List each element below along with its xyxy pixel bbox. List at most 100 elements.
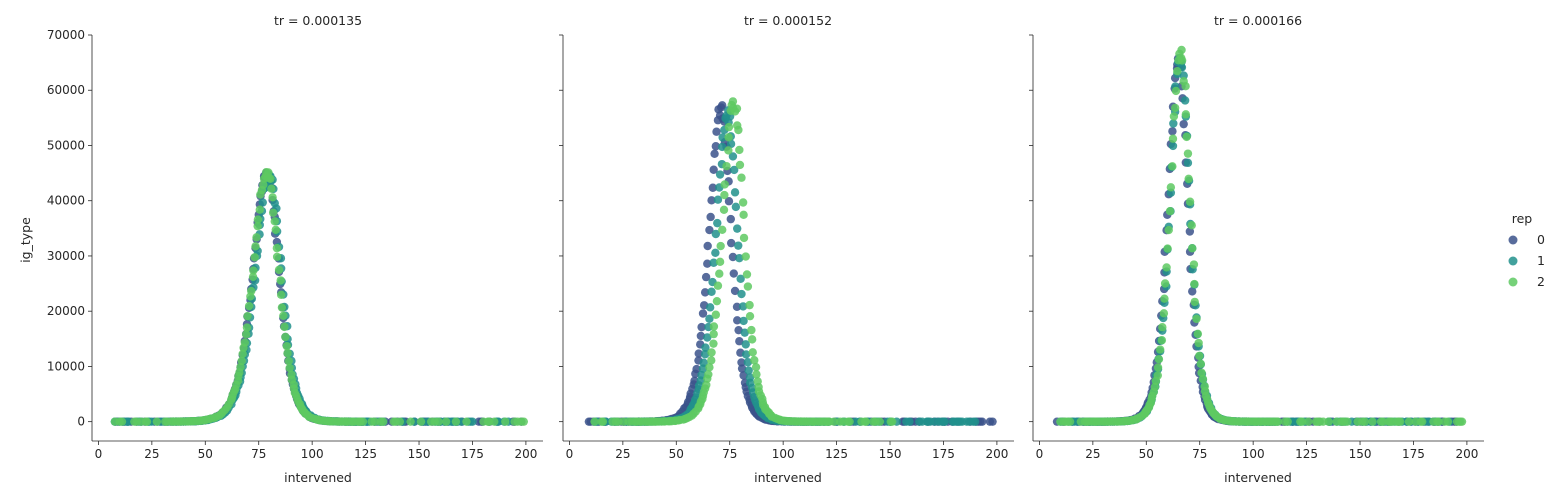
legend-marker xyxy=(1508,277,1518,287)
scatter-point xyxy=(735,253,744,263)
scatter-point xyxy=(740,328,749,337)
scatter-point xyxy=(720,180,729,189)
scatter-point xyxy=(715,257,725,267)
scatter-point xyxy=(744,366,753,375)
scatter-point xyxy=(279,311,288,320)
scatter-point xyxy=(1181,81,1190,91)
scatter-point xyxy=(1343,417,1352,426)
x-tick-label: 200 xyxy=(1455,447,1478,461)
x-tick-label: 100 xyxy=(301,447,324,461)
x-tick-label: 75 xyxy=(1192,447,1207,461)
scatter-point xyxy=(1434,417,1443,426)
axes: 0 25 50 75 100 125 150 175 200 0 10000 20000 30000 40… xyxy=(47,28,543,461)
scatter-point xyxy=(747,335,757,344)
scatter-point xyxy=(406,417,415,426)
scatter-point xyxy=(1193,329,1203,339)
scatter-point xyxy=(735,145,744,155)
scatter-point xyxy=(701,343,710,352)
x-tick-label: 175 xyxy=(461,447,484,461)
legend: rep 0 1 2 xyxy=(1508,211,1545,289)
scatter-point xyxy=(737,358,746,367)
legend-item-0: 0 xyxy=(1508,232,1545,247)
scatter-point xyxy=(1173,67,1182,76)
scatter-point xyxy=(1195,351,1204,361)
scatter-point xyxy=(709,165,718,174)
scatter-point xyxy=(737,364,747,373)
scatter-point xyxy=(738,198,748,207)
y-tick-label: 40000 xyxy=(47,194,85,208)
x-tick-label: 50 xyxy=(669,447,684,461)
scatter-point xyxy=(1177,45,1186,55)
scatter-point xyxy=(697,322,706,332)
panel-title: tr = 0.000166 xyxy=(1214,13,1302,28)
scatter-point xyxy=(702,380,711,390)
scatter-point xyxy=(1170,103,1180,113)
scatter-point xyxy=(1404,417,1414,426)
y-tick-label: 20000 xyxy=(47,304,85,318)
scatter-point xyxy=(747,325,756,335)
series-0 xyxy=(111,168,526,426)
scatter-point xyxy=(1168,134,1178,143)
scatter-point xyxy=(700,350,710,359)
scatter-point xyxy=(1162,263,1171,272)
x-tick-label: 25 xyxy=(1085,447,1100,461)
scatter-point xyxy=(282,341,291,351)
scatter-point xyxy=(905,417,914,426)
scatter-point xyxy=(970,417,980,426)
y-tick-label: 70000 xyxy=(47,28,85,42)
scatter-point xyxy=(1183,158,1193,168)
scatter-point xyxy=(709,322,719,331)
legend-marker xyxy=(1508,235,1518,245)
scatter-point xyxy=(274,265,284,275)
scatter-point xyxy=(253,215,263,224)
scatter-point xyxy=(888,417,897,426)
scatter-point xyxy=(736,274,745,283)
scatter-points xyxy=(584,97,997,426)
scatter-point xyxy=(1190,279,1199,289)
scatter-point xyxy=(272,252,282,262)
scatter-point xyxy=(718,142,727,152)
scatter-point xyxy=(1169,112,1179,121)
x-tick-label: 125 xyxy=(354,447,377,461)
scatter-point xyxy=(244,301,254,311)
scatter-point xyxy=(713,281,723,290)
scatter-point xyxy=(395,417,405,426)
scatter-point xyxy=(829,417,839,426)
x-axis-label: intervened xyxy=(284,470,352,485)
scatter-point xyxy=(242,323,252,332)
scatter-point xyxy=(283,349,292,358)
scatter-point xyxy=(434,417,443,426)
scatter-point xyxy=(734,125,743,135)
scatter-point xyxy=(416,417,426,426)
scatter-point xyxy=(861,417,871,426)
scatter-point xyxy=(708,183,718,192)
x-tick-label: 200 xyxy=(985,447,1008,461)
scatter-point xyxy=(1160,294,1169,303)
scatter-point xyxy=(709,329,718,339)
scatter-point xyxy=(733,224,742,233)
scatter-point xyxy=(704,370,713,379)
scatter-point xyxy=(718,133,727,142)
scatter-point xyxy=(1169,119,1178,128)
scatter-point xyxy=(1179,119,1188,129)
scatter-point xyxy=(692,364,701,374)
scatter-point xyxy=(1304,417,1313,426)
series-2 xyxy=(590,97,897,426)
scatter-point xyxy=(707,348,716,357)
scatter-point xyxy=(730,286,740,296)
scatter-point xyxy=(724,122,734,132)
scatter-point xyxy=(462,417,471,426)
scatter-point xyxy=(590,417,599,426)
scatter-point xyxy=(1154,354,1164,364)
scatter-point xyxy=(1168,141,1178,151)
scatter-point xyxy=(737,289,746,299)
scatter-point xyxy=(722,161,731,171)
scatter-point xyxy=(1192,314,1201,324)
scatter-point xyxy=(238,349,247,359)
scatter-point xyxy=(247,286,256,296)
scatter-point xyxy=(726,214,735,224)
scatter-point xyxy=(728,152,738,161)
scatter-point xyxy=(705,314,714,323)
series-0 xyxy=(584,101,997,426)
scatter-point xyxy=(742,270,752,279)
